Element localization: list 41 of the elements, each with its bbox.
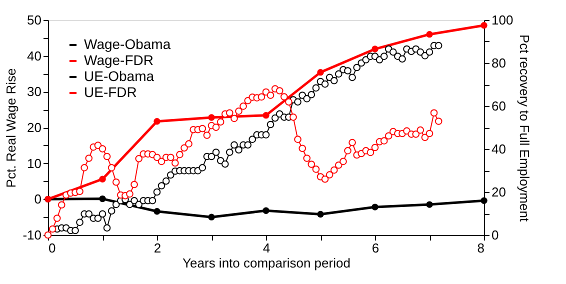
point	[317, 68, 324, 76]
point	[208, 214, 215, 220]
point	[372, 204, 378, 210]
y2-tick-label: 20	[492, 184, 506, 200]
y-tick-label: 50	[27, 12, 42, 28]
legend-label: UE-Obama	[84, 68, 154, 84]
x-tick-label: 0	[48, 240, 56, 256]
x-tick-label: 2	[154, 240, 162, 256]
point	[208, 114, 215, 121]
x-axis-title: Years into comparison period	[182, 256, 350, 270]
x-tick-label: 4	[262, 240, 270, 256]
y2-tick-label: 80	[492, 56, 506, 70]
point	[317, 210, 324, 218]
y2-tick-label: 0	[492, 228, 499, 242]
y-tick-label: 40	[27, 48, 42, 64]
point	[99, 195, 106, 202]
y-tick-label: 30	[27, 84, 42, 100]
point	[154, 118, 160, 125]
y-tick-label: 0	[34, 192, 42, 207]
y2-tick-label: 60	[492, 98, 506, 114]
point	[426, 201, 433, 208]
point	[262, 207, 270, 214]
point	[99, 176, 106, 182]
y2-axis-title: Pct recovery to Full Employment	[517, 34, 532, 222]
point	[426, 30, 433, 38]
y2-tick-label: 40	[492, 142, 506, 156]
legend-label: Wage-Obama	[84, 36, 171, 52]
y-tick-label: 10	[27, 156, 42, 171]
legend-label: Wage-FDR	[84, 52, 154, 68]
point	[480, 197, 488, 204]
point	[262, 112, 270, 119]
y-axis-title: Pct. Real Wage Rise	[4, 68, 19, 188]
point	[372, 46, 378, 52]
y2-tick-label: 100	[492, 12, 514, 28]
x-tick-label: 6	[372, 240, 380, 256]
y-tick-label: 20	[27, 120, 42, 135]
point	[154, 208, 160, 215]
point	[480, 22, 488, 29]
y-tick-label: -10	[22, 228, 42, 242]
x-tick-label: 8	[477, 240, 484, 256]
legend-label: UE-FDR	[84, 84, 137, 100]
